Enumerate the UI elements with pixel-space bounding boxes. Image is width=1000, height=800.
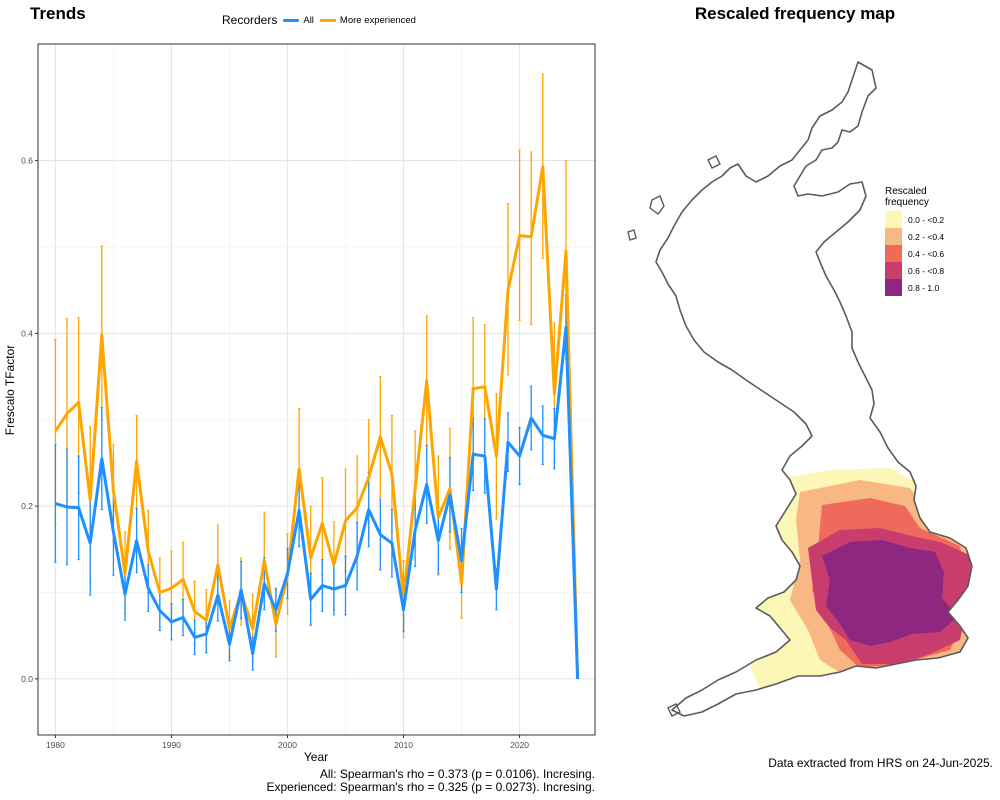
map-legend-title-line1: Rescaled — [885, 186, 927, 197]
legend-label-all: All — [303, 14, 314, 26]
grid-lines — [38, 44, 595, 735]
legend-item-all: All — [283, 15, 314, 26]
axis-ticks: 0.0 0.2 0.4 0.6 1980 1990 2000 2010 2020 — [21, 156, 529, 750]
map-legend-label: 0.4 - <0.6 — [908, 248, 945, 259]
map-legend-item: 0.6 - <0.8 — [885, 262, 944, 279]
map-legend-title: Rescaled frequency — [885, 186, 944, 208]
x-tick-label: 2020 — [510, 740, 529, 750]
map-legend: Rescaled frequency 0.0 - <0.2 0.2 - <0.4… — [885, 186, 944, 296]
map-island-outline-4 — [667, 703, 681, 717]
stat-all: All: Spearman's rho = 0.373 (p = 0.0106)… — [319, 767, 595, 781]
map-island-outline — [649, 195, 665, 215]
legend-title: Recorders — [222, 13, 278, 27]
y-tick-label: 0.0 — [21, 674, 33, 684]
trends-title: Trends — [30, 4, 86, 23]
legend-item-experienced: More experienced — [319, 14, 416, 26]
map-legend-swatch — [885, 228, 902, 245]
map-legend-label: 0.6 - <0.8 — [908, 265, 945, 276]
legend-swatch-all — [283, 18, 300, 22]
y-tick-label: 0.2 — [21, 501, 33, 511]
chart-legend: Recorders All More experienced — [222, 11, 416, 29]
map-island-outline-3 — [627, 229, 637, 241]
series-line-experienced — [54, 165, 580, 679]
x-tick-label: 2000 — [278, 740, 297, 750]
map-legend-item: 0.0 - <0.2 — [885, 211, 944, 228]
y-axis-label: Frescalo TFactor — [3, 345, 17, 435]
map-legend-item: 0.2 - <0.4 — [885, 228, 944, 245]
x-axis-label: Year — [304, 750, 328, 764]
x-tick-label: 1990 — [162, 740, 181, 750]
frequency-map — [627, 61, 973, 717]
map-legend-item: 0.4 - <0.6 — [885, 245, 944, 262]
plot-border — [37, 43, 596, 736]
x-tick-label: 1980 — [46, 740, 65, 750]
stat-experienced: Experienced: Spearman's rho = 0.325 (p =… — [266, 780, 596, 794]
map-legend-swatch — [885, 211, 902, 228]
y-tick-label: 0.6 — [21, 156, 33, 166]
map-legend-label: 0.2 - <0.4 — [908, 231, 945, 242]
map-legend-swatch — [885, 262, 902, 279]
map-island-outline-2 — [707, 155, 721, 169]
plot-background — [38, 44, 595, 735]
map-legend-item: 0.8 - 1.0 — [885, 279, 944, 296]
map-outline — [655, 61, 973, 717]
legend-label-experienced: More experienced — [339, 14, 416, 26]
map-legend-swatch — [885, 279, 902, 296]
trends-chart: 0.0 0.2 0.4 0.6 1980 1990 2000 2010 2020 Year Fr… — [3, 43, 596, 764]
map-zone-class-4 — [822, 540, 958, 646]
map-legend-label: 0.8 - 1.0 — [908, 282, 940, 293]
map-title: Rescaled frequency map — [694, 4, 896, 23]
map-fill-layers — [740, 468, 972, 700]
y-tick-label: 0.4 — [21, 328, 33, 338]
data-source-note: Data extracted from HRS on 24-Jun-2025. — [768, 756, 993, 770]
map-legend-swatch — [885, 245, 902, 262]
series-lines — [54, 165, 580, 679]
legend-swatch-experienced — [319, 18, 336, 22]
series-line-all — [54, 325, 580, 679]
map-legend-label: 0.0 - <0.2 — [908, 214, 945, 225]
x-tick-label: 2010 — [394, 740, 413, 750]
map-legend-title-line2: frequency — [885, 197, 929, 208]
